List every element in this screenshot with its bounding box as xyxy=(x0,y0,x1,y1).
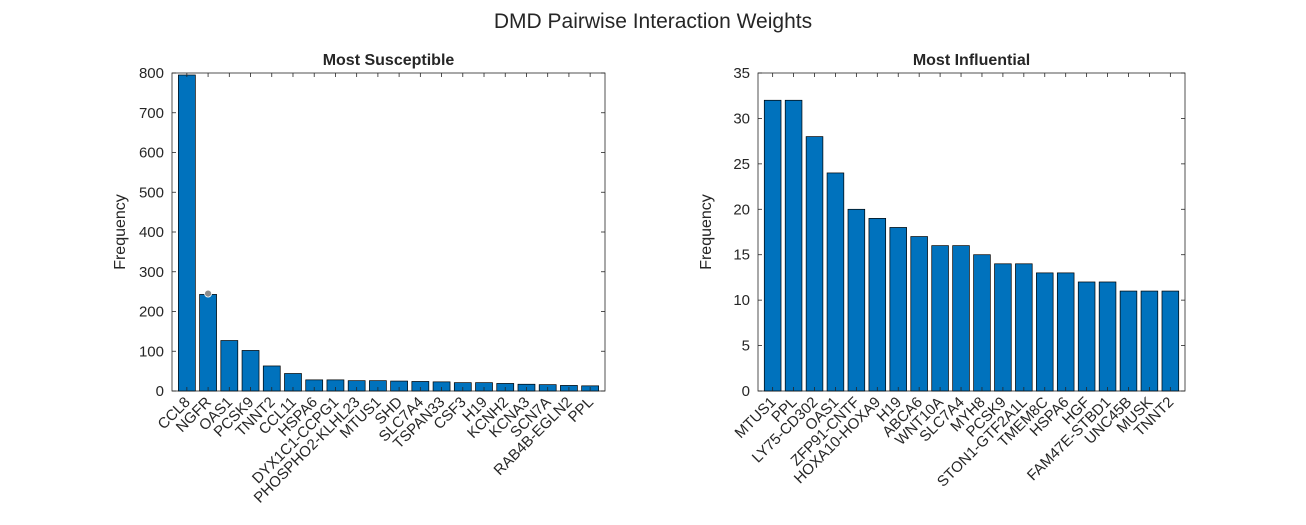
y-tick-label: 30 xyxy=(733,110,750,127)
y-tick-label: 0 xyxy=(156,383,164,400)
bar-mtus1 xyxy=(763,99,782,392)
y-tick-label: 500 xyxy=(139,184,164,201)
bar-zfp91-cntf xyxy=(847,208,866,392)
bar-unc45b xyxy=(1119,290,1138,392)
bar-hspa6 xyxy=(1056,272,1075,392)
y-tick-label: 600 xyxy=(139,145,164,162)
bar-pcsk9 xyxy=(241,350,260,392)
chart-most-susceptible: 0100200300400500600700800CCL8NGFROAS1PCS… xyxy=(112,52,606,507)
bar-pcsk9 xyxy=(994,263,1012,392)
bar-fam47e-stbd1 xyxy=(1098,281,1117,392)
y-tick-label: 700 xyxy=(139,105,164,122)
bar-oas1 xyxy=(826,172,845,392)
y-tick-label: 5 xyxy=(742,338,750,355)
y-tick-label: 15 xyxy=(733,247,750,264)
y-tick-label: 100 xyxy=(139,343,164,360)
bar-hoxa10-hoxa9 xyxy=(868,218,887,392)
y-tick-label: 200 xyxy=(139,304,164,321)
bar-slc7a4 xyxy=(952,245,970,392)
y-tick-label: 25 xyxy=(733,156,750,173)
y-axis-label: Frequency xyxy=(112,194,129,270)
bar-wnt10a xyxy=(931,245,949,392)
bar-ppl xyxy=(784,99,803,392)
bar-hgf xyxy=(1077,281,1096,392)
y-tick-label: 35 xyxy=(733,65,750,82)
chart-title: Most Susceptible xyxy=(323,52,455,69)
y-tick-label: 0 xyxy=(742,383,750,400)
bar-abca6 xyxy=(910,236,928,392)
y-tick-label: 800 xyxy=(139,65,164,82)
y-tick-label: 400 xyxy=(139,224,164,241)
bar-tmem8c xyxy=(1036,272,1054,392)
figure-title: DMD Pairwise Interaction Weights xyxy=(493,10,813,33)
chart-title: Most Influential xyxy=(913,52,1030,69)
x-tick-label: PPL xyxy=(565,394,597,426)
y-tick-label: 300 xyxy=(139,264,164,281)
bar-ly75-cd302 xyxy=(805,136,824,392)
data-marker xyxy=(204,289,212,298)
bar-ccl8 xyxy=(178,74,196,392)
y-axis-label: Frequency xyxy=(698,194,715,270)
y-tick-label: 10 xyxy=(733,292,750,309)
chart-most-influential: 05101520253035MTUS1PPLLY75-CD302OAS1ZFP9… xyxy=(698,52,1186,491)
bar-ston1-gtf2a1l xyxy=(1015,263,1033,392)
bar-musk xyxy=(1140,290,1159,392)
bar-h19 xyxy=(889,227,907,392)
bar-oas1 xyxy=(220,340,239,392)
bar-tnnt2 xyxy=(1161,290,1180,392)
bar-myh8 xyxy=(973,254,991,392)
y-tick-label: 20 xyxy=(733,201,750,218)
bar-ngfr xyxy=(199,294,217,392)
